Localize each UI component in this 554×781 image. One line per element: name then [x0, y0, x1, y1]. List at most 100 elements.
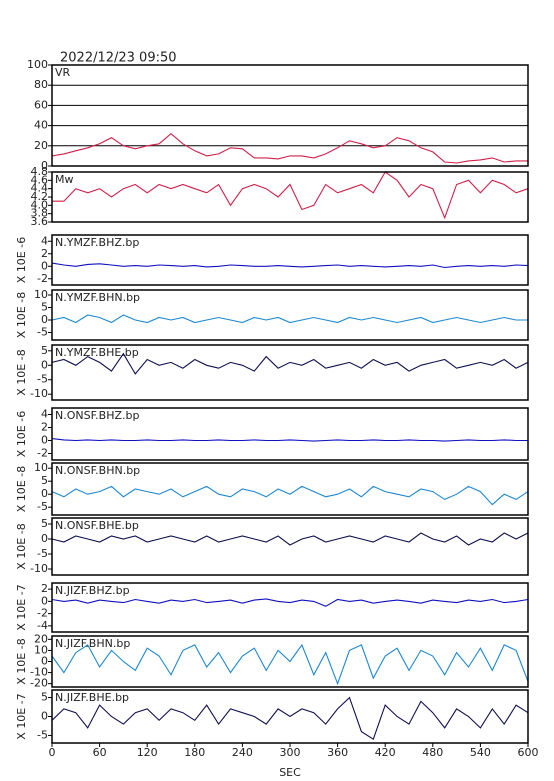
- trace: [51, 438, 528, 442]
- y-tick-label: -10: [30, 562, 48, 575]
- x-tick-label: 60: [93, 746, 107, 759]
- y-tick-label: 5: [41, 517, 48, 530]
- panel-frame: [51, 582, 529, 633]
- chart-title: 2022/12/23 09:50: [60, 51, 177, 66]
- panel-frame: [51, 517, 529, 576]
- y-axis-label: X 10E -8: [15, 292, 28, 338]
- x-tick-label: 420: [375, 746, 396, 759]
- panel-label: VR: [55, 66, 71, 79]
- panel-frame: [51, 462, 529, 516]
- y-tick-label: -10: [30, 387, 48, 400]
- y-tick-label: 2: [41, 582, 48, 595]
- y-tick-label: 3.6: [31, 215, 49, 228]
- y-tick-label: 0: [41, 594, 48, 607]
- y-tick-label: 0: [41, 434, 48, 447]
- y-tick-label: -20: [30, 677, 48, 690]
- y-tick-label: 20: [34, 632, 48, 645]
- panel-label: N.ONSF.BHZ.bp: [55, 409, 139, 422]
- panel-frame: [51, 635, 529, 688]
- x-tick-label: 300: [280, 746, 301, 759]
- trace: [52, 171, 529, 220]
- panel-frame: [51, 234, 529, 286]
- y-tick-label: 5: [41, 691, 48, 704]
- y-tick-label: -5: [37, 500, 48, 513]
- y-tick-label: 5: [41, 301, 48, 314]
- y-tick-label: -10: [30, 666, 48, 679]
- y-tick-label: 4: [41, 234, 48, 247]
- y-tick-label: 0: [41, 259, 48, 272]
- y-tick-label: -5: [37, 547, 48, 560]
- y-tick-label: 0: [41, 532, 48, 545]
- y-tick-label: 4.8: [31, 165, 49, 178]
- y-tick-label: 0: [41, 487, 48, 500]
- y-tick-label: -2: [37, 607, 48, 620]
- panel-label: N.ONSF.BHN.bp: [55, 464, 140, 477]
- trace: [51, 314, 528, 324]
- y-tick-label: 5: [41, 344, 48, 357]
- y-tick-label: 4.2: [31, 190, 49, 203]
- x-tick-label: 540: [470, 746, 491, 759]
- x-tick-label: 360: [327, 746, 348, 759]
- y-tick-label: -5: [37, 728, 48, 741]
- y-tick-label: 0: [41, 313, 48, 326]
- panel-frame: [51, 407, 529, 461]
- panel-label: N.YMZF.BHE.bp: [55, 346, 139, 359]
- trace: [51, 485, 529, 506]
- panel-label: N.YMZF.BHZ.bp: [55, 236, 139, 249]
- y-tick-label: 0: [41, 710, 48, 723]
- y-tick-label: 3.8: [31, 207, 49, 220]
- y-tick-label: 2: [41, 421, 48, 434]
- y-tick-label: -5: [37, 326, 48, 339]
- x-axis-label: SEC: [279, 766, 301, 779]
- trace: [51, 598, 529, 607]
- y-tick-label: 4.0: [31, 198, 49, 211]
- y-axis-label: X 10E -8: [15, 466, 28, 512]
- y-tick-label: 20: [34, 139, 48, 152]
- y-tick-label: -2: [37, 447, 48, 460]
- x-tick-label: 480: [422, 746, 443, 759]
- trace: [51, 532, 529, 546]
- y-tick-label: 0: [41, 358, 48, 371]
- y-axis-label: X 10E -8: [15, 349, 28, 395]
- panel-frame: [51, 64, 529, 167]
- y-tick-label: 80: [34, 78, 48, 91]
- trace: [51, 643, 529, 686]
- panel-label: N.JIZF.BHZ.bp: [55, 584, 130, 597]
- x-tick-label: 0: [49, 746, 56, 759]
- y-axis-label: X 10E -7: [15, 584, 28, 630]
- y-axis-label: X 10E -8: [15, 638, 28, 684]
- y-axis-label: X 10E -6: [15, 237, 28, 283]
- y-tick-label: 60: [34, 98, 48, 111]
- y-tick-label: 10: [34, 461, 48, 474]
- trace: [51, 352, 529, 375]
- y-tick-label: 5: [41, 474, 48, 487]
- x-tick-label: 180: [184, 746, 205, 759]
- x-tick-label: 120: [137, 746, 158, 759]
- y-tick-label: 2: [41, 247, 48, 260]
- panel-label: N.JIZF.BHN.bp: [55, 637, 130, 650]
- trace: [51, 696, 529, 741]
- panel-label: N.ONSF.BHE.bp: [55, 519, 139, 532]
- trace: [51, 132, 528, 164]
- y-axis-label: X 10E -7: [15, 693, 28, 739]
- y-tick-label: -2: [37, 272, 48, 285]
- x-tick-label: 600: [518, 746, 539, 759]
- y-tick-label: 100: [27, 58, 48, 71]
- y-tick-label: 0: [41, 655, 48, 668]
- y-axis-label: X 10E -6: [15, 411, 28, 457]
- panel-label: Mw: [55, 173, 74, 186]
- y-tick-label: 10: [34, 643, 48, 656]
- panel-frame: [51, 344, 529, 401]
- panel-label: N.YMZF.BHN.bp: [55, 291, 140, 304]
- y-tick-label: 40: [34, 119, 48, 132]
- y-tick-label: 4.4: [31, 182, 49, 195]
- y-tick-label: -4: [37, 619, 48, 632]
- x-tick-label: 240: [232, 746, 253, 759]
- panel-frame: [51, 289, 529, 341]
- panel-label: N.JIZF.BHE.bp: [55, 691, 129, 704]
- y-tick-label: 0: [41, 159, 48, 172]
- trace: [51, 262, 529, 269]
- y-tick-label: 4.6: [31, 173, 49, 186]
- y-tick-label: -5: [37, 373, 48, 386]
- y-tick-label: 10: [34, 288, 48, 301]
